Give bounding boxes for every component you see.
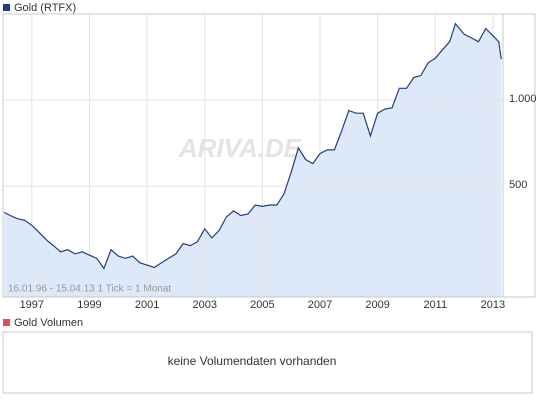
x-tick-label: 2001 [135,299,159,311]
x-tick-label: 2007 [308,299,332,311]
volume-message: keine Volumendaten vorhanden [168,354,337,368]
plot-frame [2,13,536,298]
line [3,22,502,270]
legend-swatch [3,4,10,11]
volume-frame [2,331,533,394]
x-tick-label: 2009 [365,299,389,311]
subtitle: 16.01.96 - 15.04.13 1 Tick = 1 Monat [8,284,171,295]
x-tick-label: 2005 [250,299,274,311]
x-tick-label: 1999 [77,299,101,311]
x-tick-label: 2011 [423,299,447,311]
x-tick-label: 2003 [192,299,216,311]
legend-swatch [3,319,10,326]
y-tick-label: 500 [509,179,527,191]
volume-title: Gold Volumen [14,317,83,329]
watermark: ARIVA.DE [178,133,302,163]
y-tick-label: 1.000 [509,93,537,105]
x-tick-label: 2013 [481,299,505,311]
area [4,23,502,297]
chart-title: Gold (RTFX) [14,2,76,14]
x-tick-label: 1997 [20,299,44,311]
